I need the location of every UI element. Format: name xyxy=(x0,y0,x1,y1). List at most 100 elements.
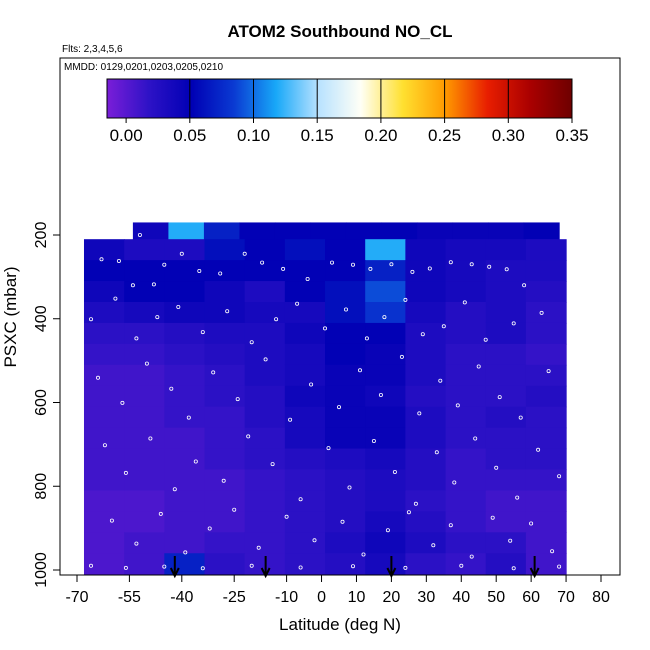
x-tick-label: 80 xyxy=(592,589,610,606)
sample-point xyxy=(193,459,198,464)
heatmap-cell xyxy=(284,553,326,575)
heatmap-cell xyxy=(445,281,487,303)
heatmap-cell xyxy=(244,302,286,324)
sample-point xyxy=(298,497,303,502)
heatmap-cell xyxy=(445,260,487,282)
sample-point xyxy=(452,480,457,485)
sample-point xyxy=(364,336,369,341)
heatmap-cell xyxy=(164,364,206,387)
heatmap-cell xyxy=(284,260,326,282)
colorbar-tick-label: 0.30 xyxy=(492,126,525,145)
heatmap-cell xyxy=(525,490,567,512)
heatmap-cell xyxy=(83,406,125,429)
heatmap-cell xyxy=(485,469,527,492)
sample-point xyxy=(235,397,240,402)
heatmap-cell xyxy=(244,260,286,282)
heatmap-cell xyxy=(405,322,447,345)
heatmap-cell xyxy=(365,553,406,575)
heatmap-cell xyxy=(445,343,487,366)
sample-point xyxy=(427,266,432,271)
heatmap-cell xyxy=(244,490,286,512)
sample-point xyxy=(455,403,460,408)
heatmap-cell xyxy=(365,490,406,512)
sample-point xyxy=(89,317,94,322)
heatmap-cell xyxy=(204,281,246,303)
arrow-head xyxy=(529,567,540,579)
colorbar-tick-label: 0.10 xyxy=(237,126,270,145)
heatmap-cell xyxy=(525,364,567,387)
sample-point xyxy=(155,315,160,320)
heatmap-cell xyxy=(164,385,206,408)
sample-point xyxy=(270,462,275,467)
heatmap-cell xyxy=(124,302,165,324)
x-tick-label: 30 xyxy=(417,589,435,606)
sample-point xyxy=(469,262,474,267)
sample-point xyxy=(162,564,167,569)
sample-point xyxy=(522,283,527,288)
sample-point xyxy=(511,566,516,571)
heatmap-cell xyxy=(445,490,487,512)
sample-point xyxy=(288,417,293,422)
y-axis-label: PSXC (mbar) xyxy=(1,266,20,367)
heatmap-cell xyxy=(83,553,125,575)
heatmap-cell xyxy=(83,469,125,492)
heatmap-cell xyxy=(239,222,276,240)
sample-point xyxy=(403,565,408,570)
y-tick-label: 1000 xyxy=(33,552,50,588)
heatmap-cell xyxy=(284,511,326,533)
sample-point xyxy=(109,518,114,523)
sample-point xyxy=(281,266,286,271)
heatmap-cells xyxy=(83,222,567,575)
sample-point xyxy=(179,251,184,256)
sample-point xyxy=(476,364,481,369)
sample-point xyxy=(441,324,446,329)
heatmap-cell xyxy=(325,239,366,261)
heatmap-cell xyxy=(244,385,286,408)
heatmap-cell xyxy=(365,511,406,533)
sample-point xyxy=(158,511,163,516)
colorbar-gradient xyxy=(106,78,573,119)
sample-point xyxy=(176,304,181,309)
heatmap-cell xyxy=(164,260,206,282)
heatmap-cell xyxy=(325,385,366,408)
sample-point xyxy=(431,543,436,548)
heatmap-cell xyxy=(83,322,125,345)
sample-points xyxy=(89,232,562,571)
heatmap-cell xyxy=(325,448,366,471)
heatmap-cell xyxy=(204,490,246,512)
sample-point xyxy=(113,296,118,301)
sample-point xyxy=(322,326,327,331)
sample-point xyxy=(529,521,534,526)
heatmap-cell xyxy=(485,364,527,387)
sample-point xyxy=(263,357,268,362)
heatmap-cell xyxy=(405,532,447,554)
heatmap-cell xyxy=(525,343,567,366)
heatmap-cell xyxy=(83,448,125,471)
colorbar-tick-label: 0.25 xyxy=(428,126,461,145)
sample-point xyxy=(434,450,439,455)
heatmap-cell xyxy=(525,239,567,261)
heatmap-cell xyxy=(445,511,487,533)
heatmap-cell xyxy=(445,385,487,408)
sample-point xyxy=(116,258,121,263)
sample-point xyxy=(385,528,390,533)
sample-point xyxy=(134,541,139,546)
heatmap-cell xyxy=(381,222,418,240)
sample-point xyxy=(211,370,216,375)
heatmap-cell xyxy=(83,302,125,324)
heatmap-cell xyxy=(203,222,241,240)
heatmap-cell xyxy=(365,469,406,492)
sample-point xyxy=(406,510,411,515)
heatmap-cell xyxy=(488,222,525,240)
heatmap-cell xyxy=(83,281,125,303)
heatmap-cell xyxy=(284,427,326,450)
heatmap-cell xyxy=(365,281,406,303)
heatmap-cell xyxy=(417,222,454,240)
colorbar-tick-label: 0.20 xyxy=(364,126,397,145)
sample-point xyxy=(417,411,422,416)
heatmap-cell xyxy=(485,553,527,575)
sample-point xyxy=(172,487,177,492)
heatmap-cell xyxy=(405,406,447,429)
sample-point xyxy=(557,564,562,569)
heatmap-cell xyxy=(244,469,286,492)
